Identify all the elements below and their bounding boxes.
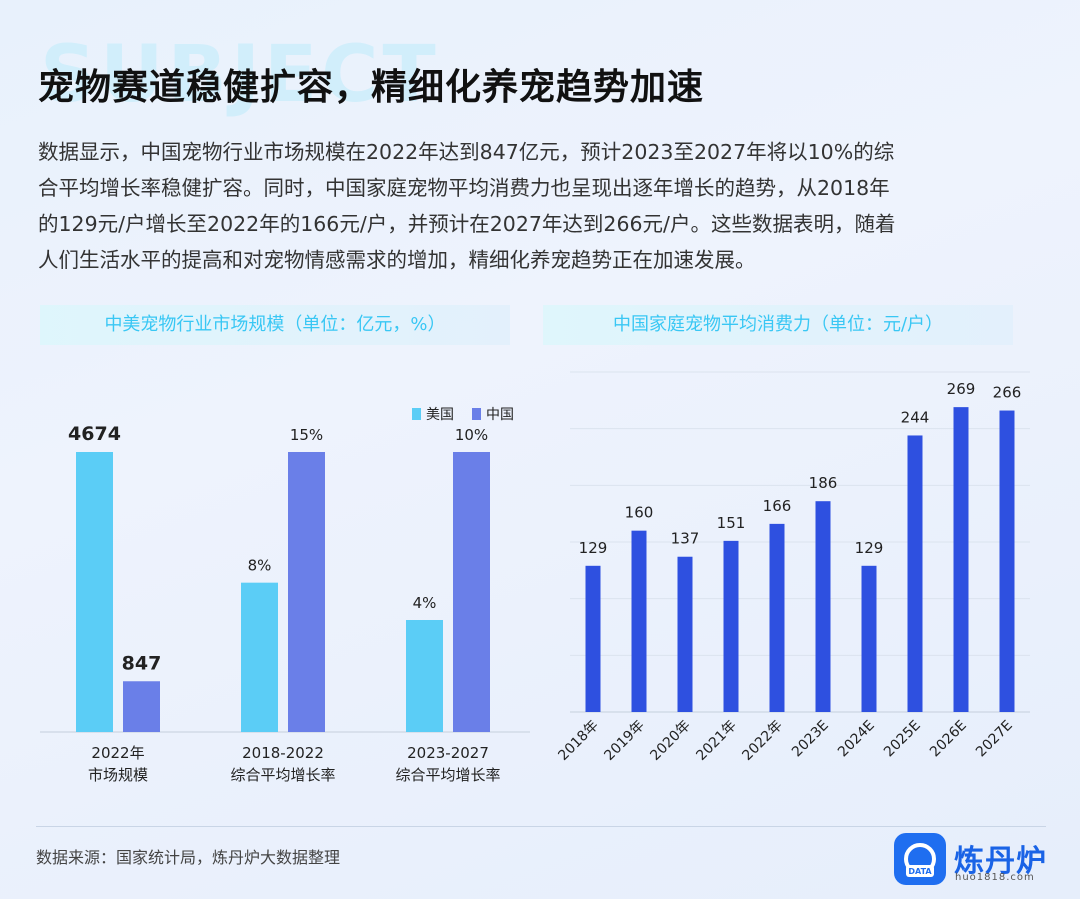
bar-us <box>76 452 113 732</box>
bar-value-label: 15% <box>290 426 323 444</box>
category-label: 2023-2027 <box>407 744 489 762</box>
category-label: 综合平均增长率 <box>230 766 335 784</box>
description: 数据显示，中国宠物行业市场规模在2022年达到847亿元，预计2023至2027… <box>38 134 1048 278</box>
bar-cn <box>288 452 325 732</box>
bar <box>677 556 693 712</box>
bar-value-label: 10% <box>455 426 488 444</box>
bar-value-label: 129 <box>855 539 884 557</box>
bar <box>907 435 923 712</box>
tick-label: 2027E <box>973 718 1016 761</box>
bar <box>769 523 785 712</box>
tick-label: 2019年 <box>601 718 647 764</box>
bar-value-label: 847 <box>122 652 162 674</box>
description-line: 的129元/户增长至2022年的166元/户，并预计在2027年达到266元/户… <box>38 212 896 236</box>
tick-label: 2026E <box>927 718 970 761</box>
bar <box>815 501 831 712</box>
bar-cn <box>453 452 490 732</box>
category-label: 综合平均增长率 <box>395 766 500 784</box>
bar-us <box>406 620 443 732</box>
bar-us <box>241 582 278 732</box>
logo-badge-text: DATA <box>908 867 932 876</box>
chart1-title: 中美宠物行业市场规模（单位：亿元，%） <box>40 305 510 345</box>
bar-cn <box>123 681 160 732</box>
bar-value-label: 186 <box>809 474 838 492</box>
bar-value-label: 160 <box>625 504 654 522</box>
bar-value-label: 269 <box>947 380 976 398</box>
bar-value-label: 166 <box>763 497 792 515</box>
bar <box>723 540 739 712</box>
tick-label: 2025E <box>881 718 924 761</box>
bar <box>585 565 601 712</box>
tick-label: 2023E <box>789 718 832 761</box>
watermark-text: SUBJECT <box>40 30 440 120</box>
bar-value-label: 129 <box>579 539 608 557</box>
source-note: 数据来源：国家统计局，炼丹炉大数据整理 <box>36 848 341 867</box>
description-line: 人们生活水平的提高和对宠物情感需求的增加，精细化养宠趋势正在加速发展。 <box>38 248 756 272</box>
brand-url: huo1818.com <box>955 872 1035 883</box>
legend-swatch <box>472 408 481 420</box>
footer-divider <box>36 826 1046 827</box>
category-label: 2018-2022 <box>242 744 324 762</box>
bar-value-label: 4674 <box>68 423 121 445</box>
legend-label: 美国 <box>426 407 454 423</box>
description-line: 数据显示，中国宠物行业市场规模在2022年达到847亿元，预计2023至2027… <box>38 140 895 164</box>
tick-label: 2021年 <box>693 718 739 764</box>
legend-swatch <box>412 408 421 420</box>
bar <box>953 407 969 712</box>
tick-label: 2018年 <box>555 718 601 764</box>
bar-value-label: 8% <box>248 557 272 575</box>
brand-logo-icon: DATA <box>894 833 946 885</box>
chart2-consumption: 129 2018年 160 2019年 137 2020年 151 2021年 166 2022年… <box>555 371 1030 764</box>
bar <box>631 530 647 712</box>
bar-value-label: 266 <box>993 384 1022 402</box>
chart2-title: 中国家庭宠物平均消费力（单位：元/户） <box>543 305 1013 345</box>
page-title: 宠物赛道稳健扩容，精细化养宠趋势加速 <box>38 67 705 108</box>
bar-value-label: 151 <box>717 514 746 532</box>
description-line: 合平均增长率稳健扩容。同时，中国家庭宠物平均消费力也呈现出逐年增长的趋势，从20… <box>38 176 890 200</box>
bar <box>999 410 1015 712</box>
legend-label: 中国 <box>486 407 514 423</box>
category-label: 2022年 <box>91 744 144 762</box>
brand-name: 炼丹炉 <box>954 844 1047 879</box>
bar-value-label: 4% <box>413 594 437 612</box>
bar-value-label: 244 <box>901 408 930 426</box>
tick-label: 2022年 <box>739 718 785 764</box>
tick-label: 2020年 <box>647 718 693 764</box>
bar-value-label: 137 <box>671 530 700 548</box>
tick-label: 2024E <box>835 718 878 761</box>
category-label: 市场规模 <box>88 766 148 784</box>
bar <box>861 565 877 712</box>
